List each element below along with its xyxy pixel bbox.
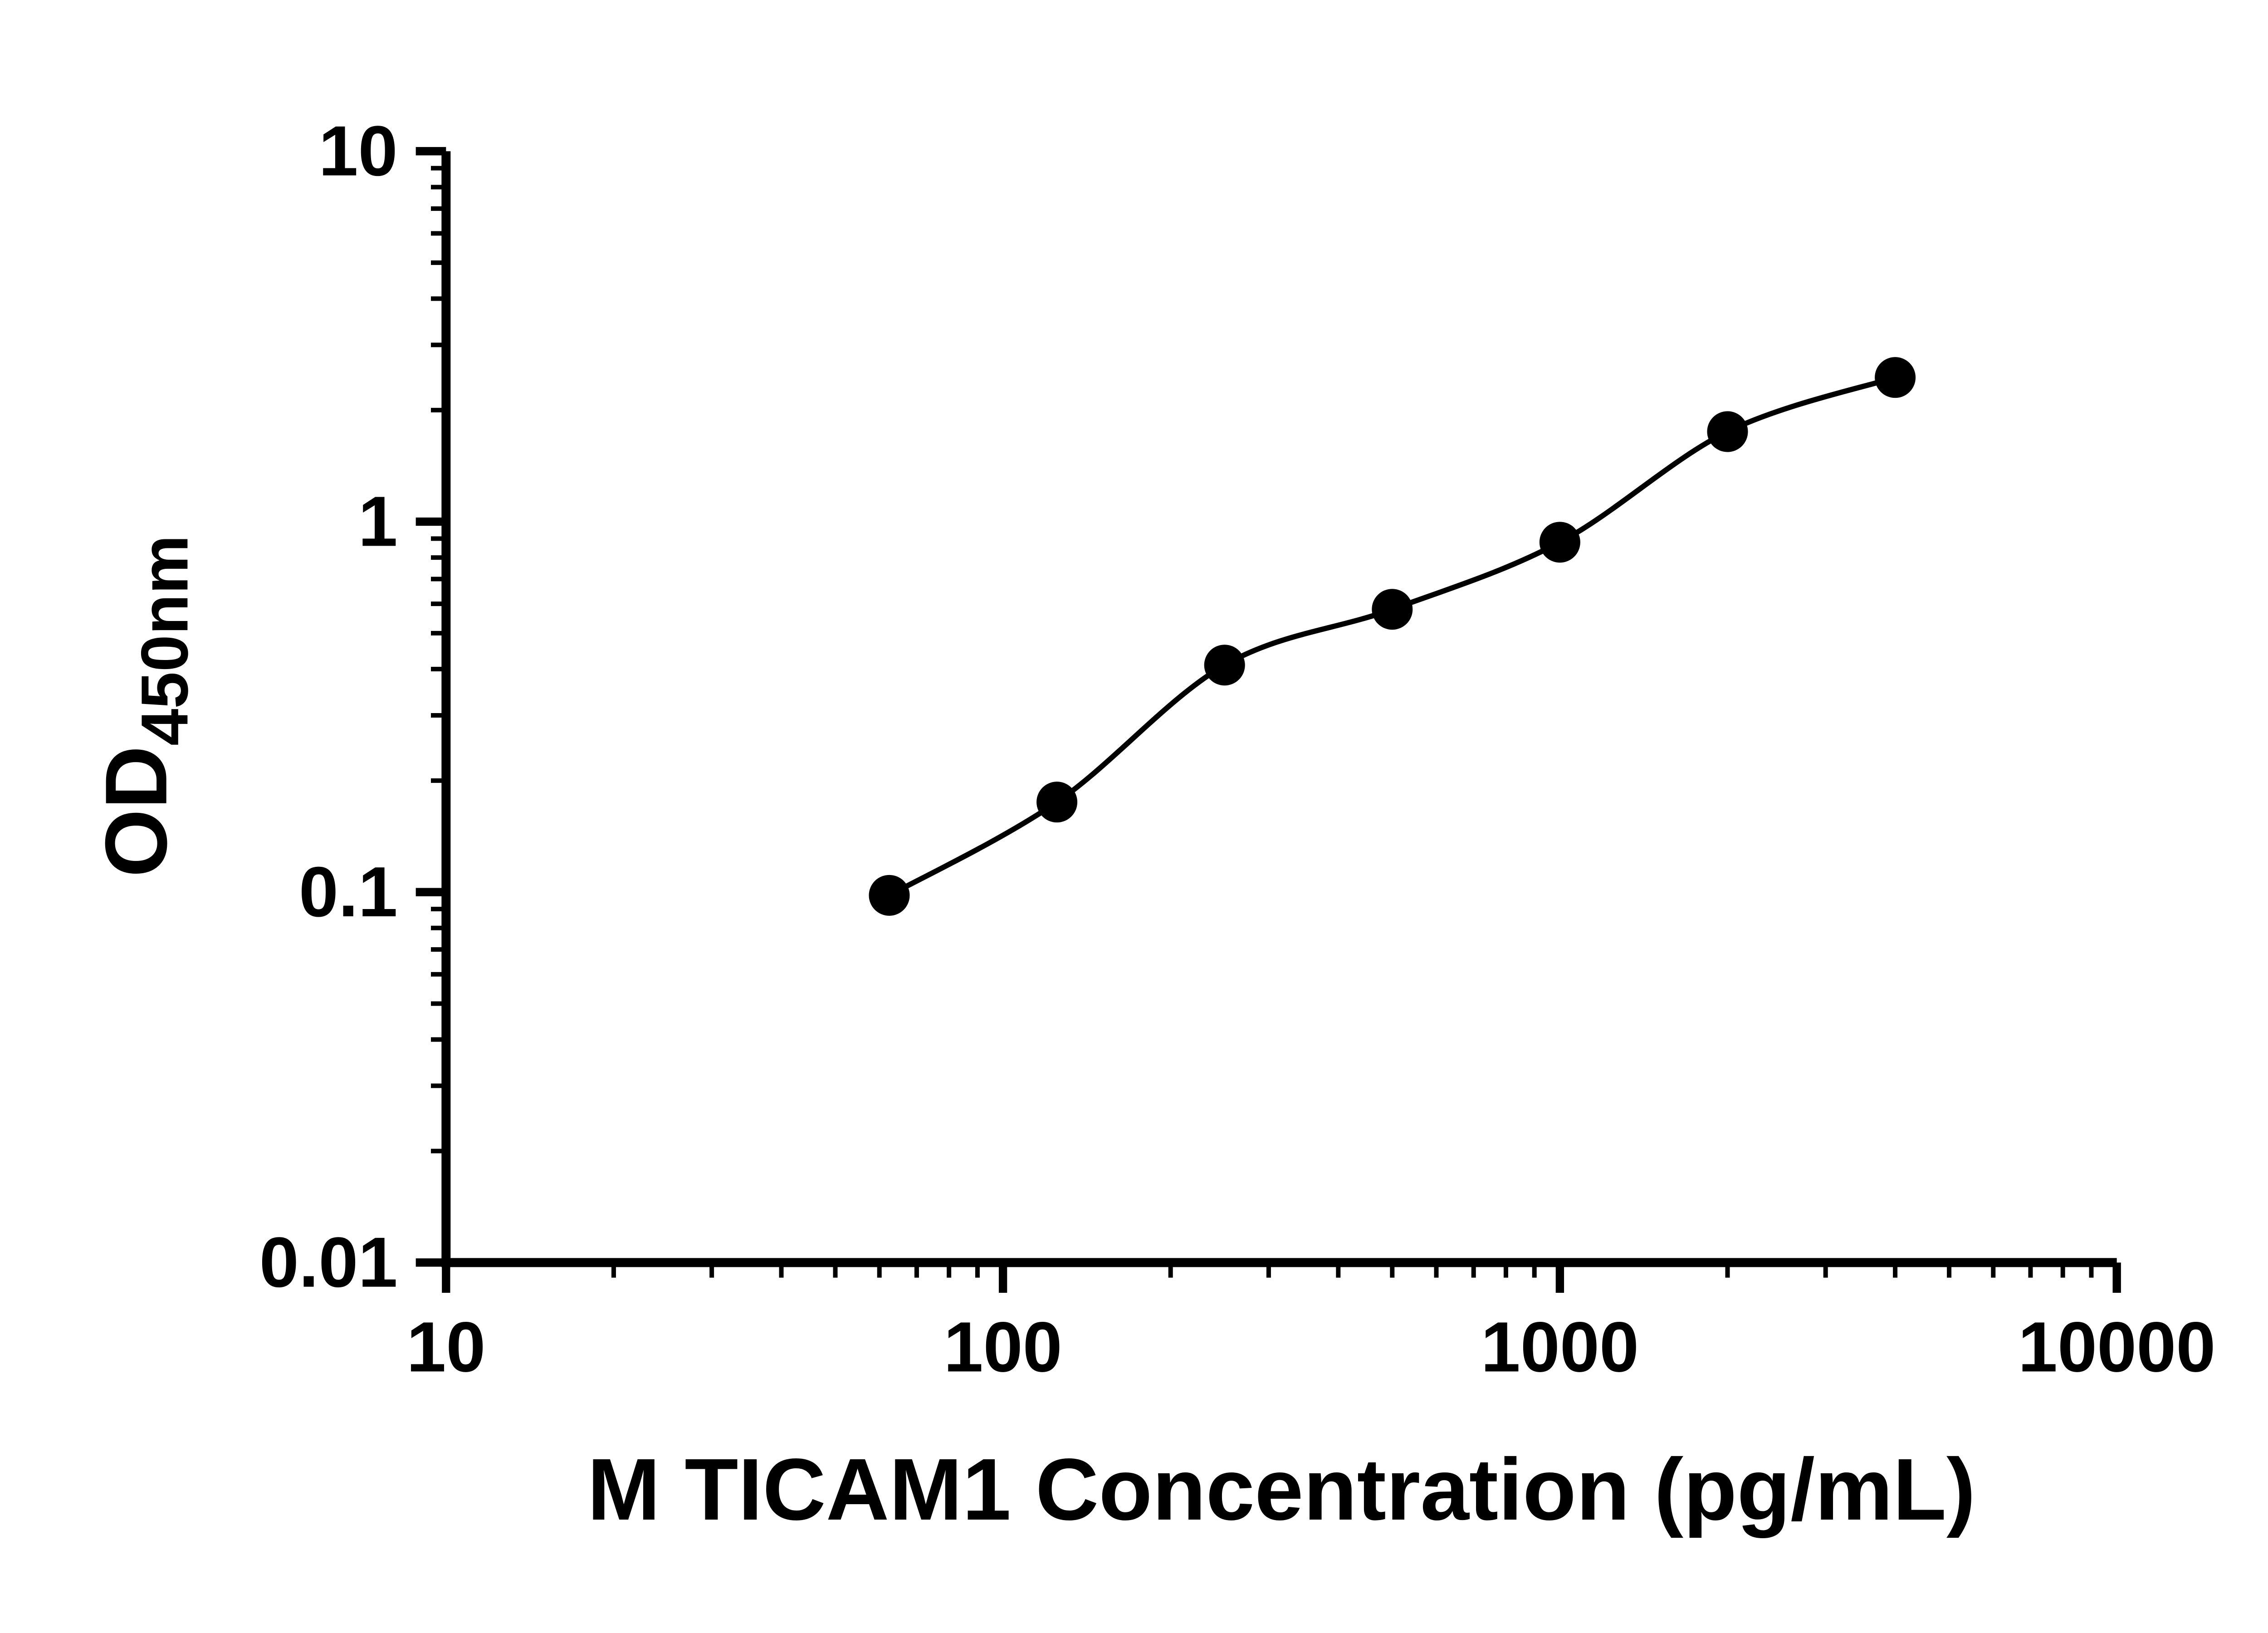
y-axis-title-main: OD (87, 746, 185, 877)
y-tick-label: 0.01 (259, 1223, 398, 1302)
y-tick-label: 1 (358, 482, 398, 561)
data-point (1707, 411, 1748, 452)
x-tick-label: 10 (406, 1307, 485, 1387)
y-tick-label: 10 (318, 112, 397, 191)
data-point (869, 875, 910, 916)
fit-curve (888, 375, 1896, 898)
data-point (1036, 782, 1078, 823)
x-tick-label: 10000 (2018, 1307, 2216, 1387)
y-axis-title-sub: 450nm (127, 535, 202, 746)
y-axis-title: OD450nm (87, 535, 202, 877)
x-tick-label: 100 (943, 1307, 1062, 1387)
x-axis-title: M TICAM1 Concentration (pg/mL) (587, 1440, 1976, 1538)
data-point (1372, 589, 1413, 630)
y-tick-label: 0.1 (299, 852, 398, 932)
data-point (1204, 645, 1245, 686)
plot-area: 10 100 1000 10000 0.01 0.1 1 10 (259, 112, 2216, 1387)
data-point (1875, 357, 1916, 398)
x-tick-label: 1000 (1481, 1307, 1639, 1387)
data-point (1539, 522, 1580, 563)
